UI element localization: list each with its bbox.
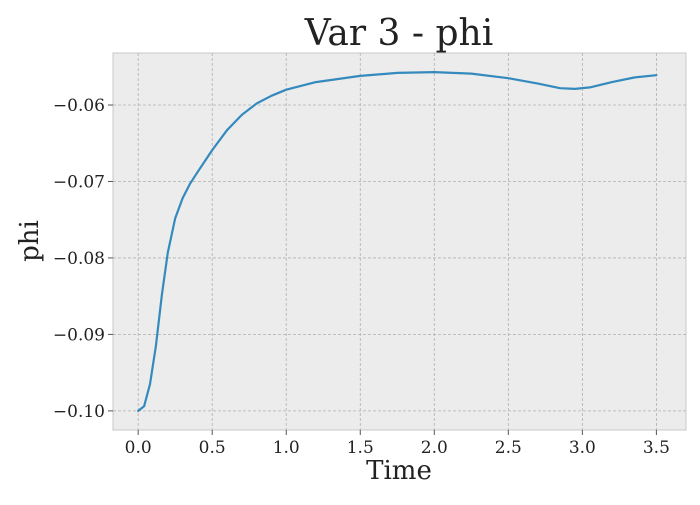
y-tick-label: −0.08 xyxy=(53,249,105,269)
chart-title: Var 3 - phi xyxy=(304,13,494,54)
y-axis-label: phi xyxy=(15,220,45,262)
x-tick-label: 0.0 xyxy=(125,438,152,458)
y-tick-label: −0.10 xyxy=(53,402,105,422)
y-tick-label: −0.09 xyxy=(53,325,105,345)
x-tick-label: 2.0 xyxy=(421,438,448,458)
y-tick-label: −0.06 xyxy=(53,96,105,116)
x-tick-label: 0.5 xyxy=(199,438,226,458)
x-tick-label: 3.0 xyxy=(569,438,596,458)
x-tick-label: 1.0 xyxy=(273,438,300,458)
x-tick-label: 2.5 xyxy=(495,438,522,458)
x-tick-label: 1.5 xyxy=(347,438,374,458)
y-tick-label: −0.07 xyxy=(53,172,105,192)
series-line xyxy=(137,70,658,412)
x-tick-label: 3.5 xyxy=(643,438,670,458)
plot-area xyxy=(112,52,687,431)
axis-ticks: 0.0 0.5 1.0 1.5 2.0 2.5 3.0 3.5 −0.10 −0.09 −0.08 −… xyxy=(53,96,670,458)
x-axis-label: Time xyxy=(366,456,432,486)
grid-lines xyxy=(113,53,686,430)
series-layer xyxy=(137,70,658,412)
